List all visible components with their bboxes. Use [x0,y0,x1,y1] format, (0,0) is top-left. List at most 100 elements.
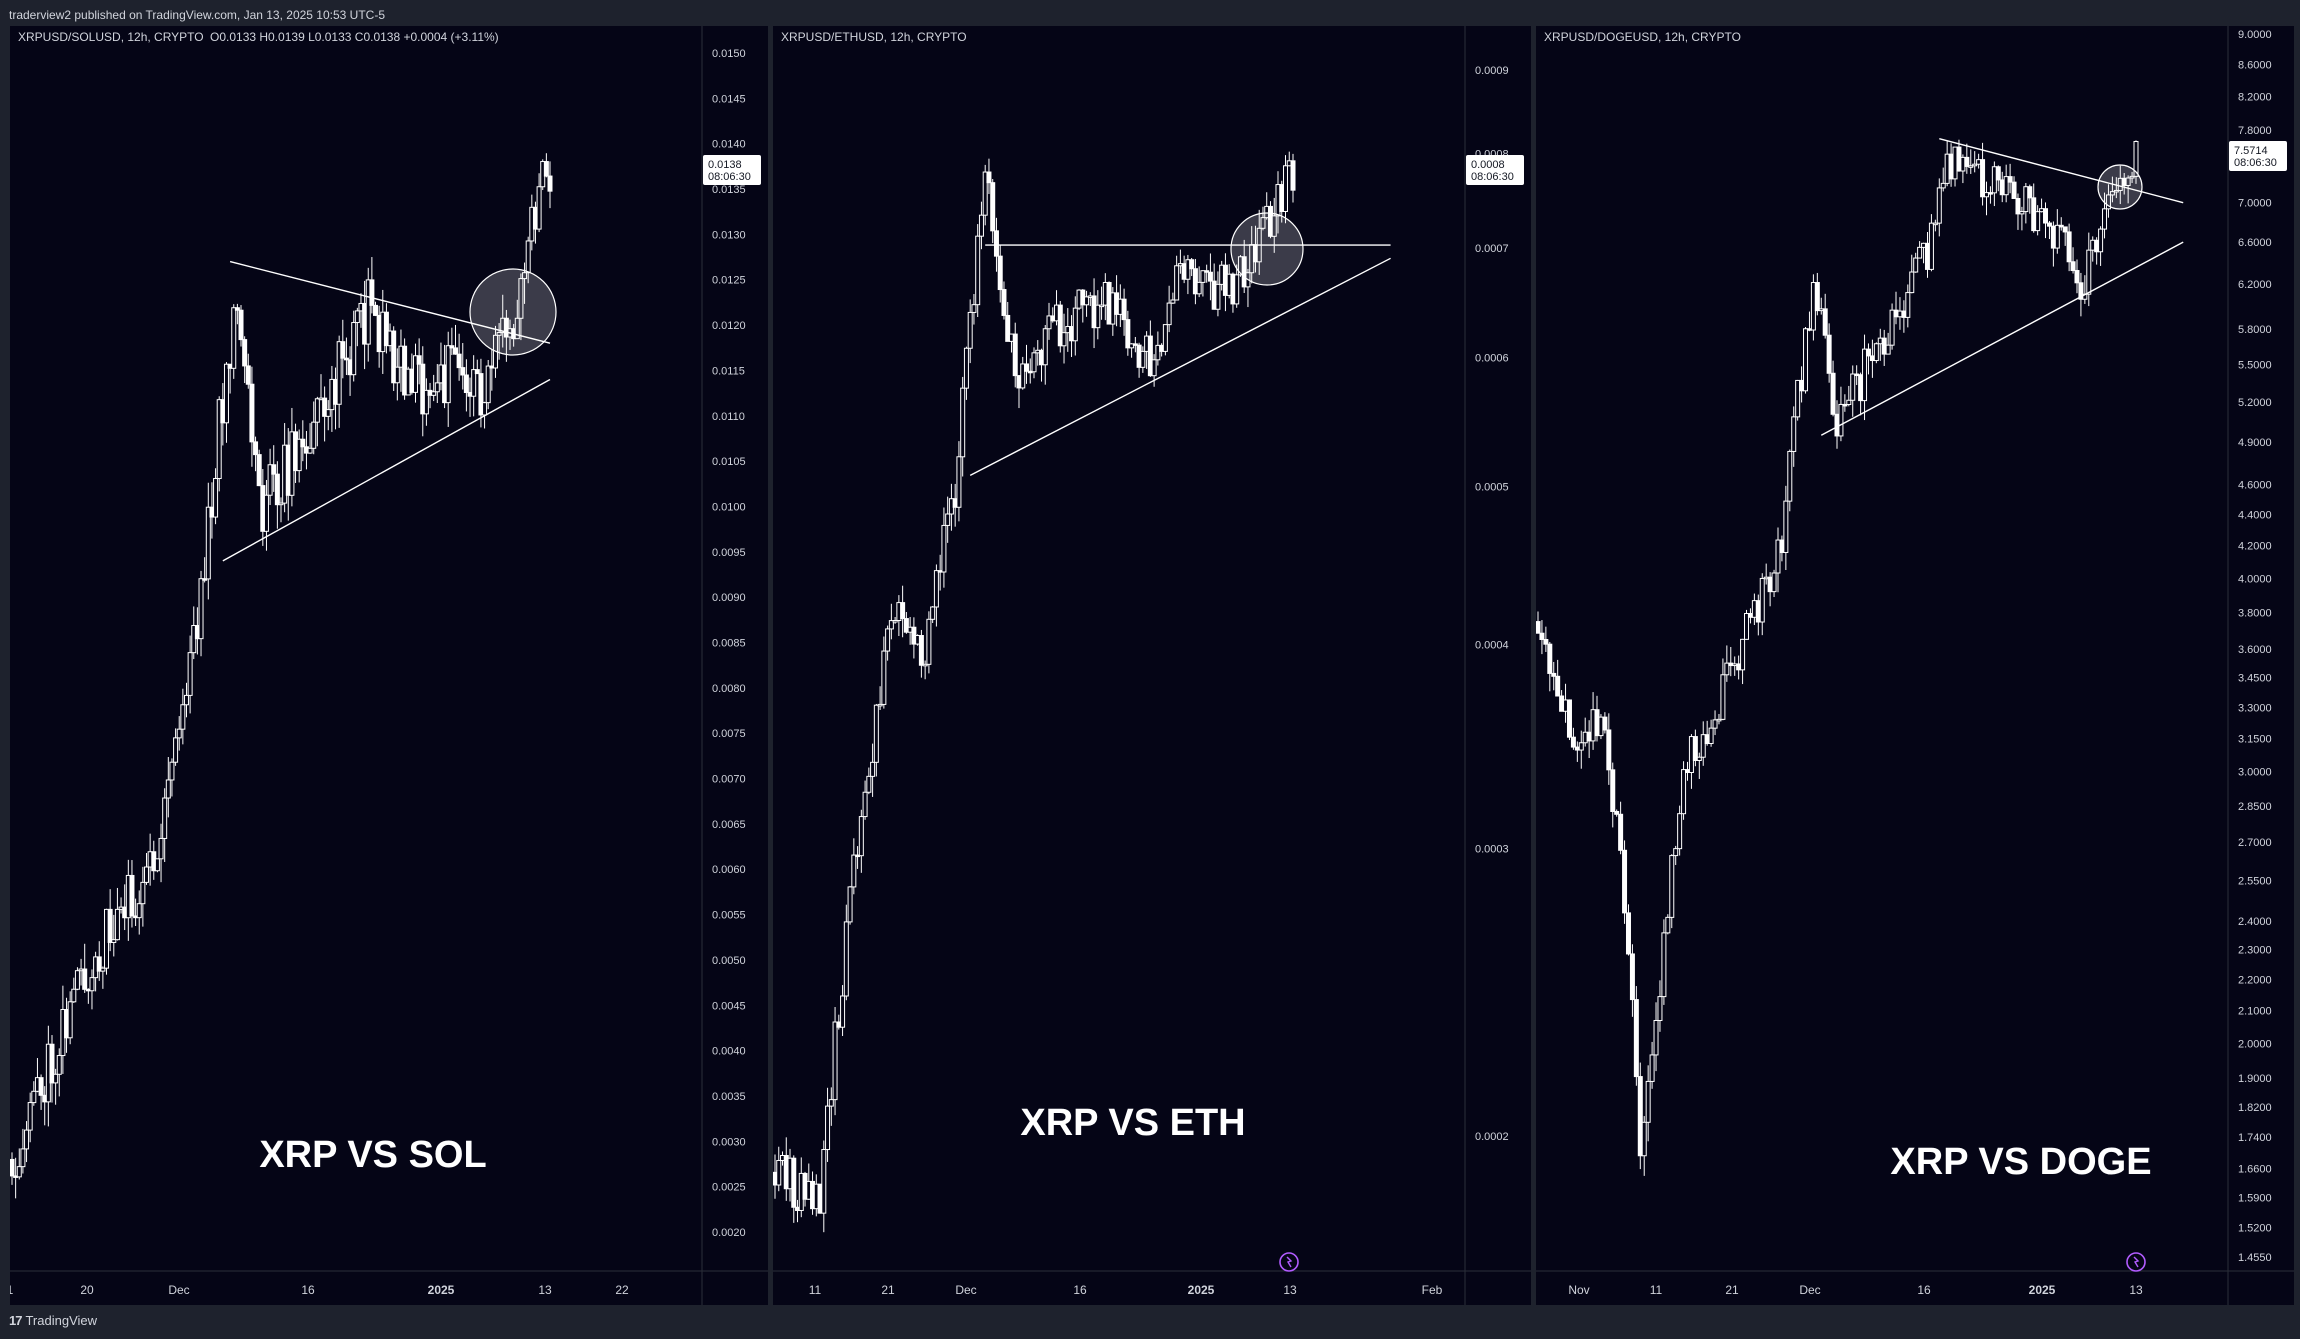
tradingview-logo-icon[interactable]: 17 [9,1313,23,1328]
candle-body [1241,256,1247,288]
x-tick-label: 16 [1917,1283,1931,1297]
candle-body [2062,226,2068,233]
candle-body [1751,600,1757,618]
candle-body [31,1090,37,1104]
x-tick-label: 20 [80,1283,94,1297]
candle-body [1932,222,1938,226]
candle-body [1716,718,1722,722]
y-tick-label: 0.0025 [712,1182,746,1194]
candle-body [858,816,864,857]
y-tick-label: 4.2000 [2238,541,2272,553]
y-tick-label: 1.5900 [2238,1192,2272,1204]
candle-body [525,240,531,274]
y-tick-label: 1.7400 [2238,1132,2272,1144]
y-tick-label: 1.8200 [2238,1102,2272,1114]
candle-body [1795,379,1801,418]
candle-body [518,278,524,319]
x-tick-label: Dec [955,1283,976,1297]
footer-brand[interactable]: TradingView [25,1313,98,1328]
x-tick-label: 2025 [2029,1283,2056,1297]
candle-body [1633,999,1639,1078]
replay-icon[interactable] [1279,1252,1299,1272]
candle-body [975,235,981,306]
candle-body [1536,621,1541,634]
candle-body [311,421,317,449]
x-tick-label: 13 [2129,1283,2143,1297]
candle-body [183,694,189,706]
last-price-value: 0.0138 [708,159,742,171]
candle-body [1661,932,1667,998]
candle-body [1543,638,1549,645]
replay-bolt-icon [1286,1256,1293,1268]
candle-body [1885,344,1891,355]
candle-body [1618,813,1624,851]
candle-body [2098,228,2104,253]
y-tick-label: 2.2000 [2238,975,2272,987]
y-tick-label: 6.6000 [2238,237,2272,249]
candle-body [1779,539,1785,554]
candle-body [1551,672,1557,677]
candles [10,153,553,1199]
y-tick-label: 2.5500 [2238,875,2272,887]
candle-body [256,454,262,487]
candle-body [1669,855,1675,918]
chart-watermark-label: XRP VS ETH [1020,1102,1245,1144]
candle-body [485,365,491,404]
candle-body [1700,734,1706,758]
chart-xrp-doge[interactable]: XRPUSD/DOGEUSD, 12h, CRYPTO 9.0000 8.6000 8… [1536,26,2294,1305]
chart-pane-xrp-sol[interactable]: XRPUSD/SOLUSD, 12h, CRYPTO O0.0133 H0.013… [10,26,768,1305]
candle-body [416,355,422,365]
candle-body [1940,182,1946,189]
trendline [969,257,1391,476]
y-tick-label: 0.0125 [712,275,746,287]
chart-xrp-sol[interactable]: XRPUSD/SOLUSD, 12h, CRYPTO O0.0133 H0.013… [10,26,768,1305]
candle-body [1826,334,1832,374]
candle-body [1909,271,1915,294]
footer: 17 TradingView [9,1313,97,1328]
y-tick-label: 1.5200 [2238,1223,2272,1235]
y-tick-label: 3.0000 [2238,766,2272,778]
candle-body [1704,734,1710,745]
chart-header: XRPUSD/DOGEUSD, 12h, CRYPTO [1544,30,1741,44]
candle-body [431,391,437,396]
x-tick-label: Nov [1568,1283,1589,1297]
candle-body [1787,450,1793,502]
candle-body [307,447,313,454]
candle-body [1174,265,1180,301]
highlight-circle [1230,212,1304,286]
candle-body [776,1159,782,1186]
candle-body [202,578,208,581]
candle-body [2133,141,2139,177]
chart-pane-xrp-doge[interactable]: XRPUSD/DOGEUSD, 12h, CRYPTO 9.0000 8.6000 8… [1536,26,2294,1305]
y-tick-label: 2.1000 [2238,1006,2272,1018]
candle-body [1732,663,1738,667]
candle-body [1162,324,1168,352]
candle-body [1806,328,1812,331]
candles [1536,139,2139,1176]
y-tick-label: 0.0090 [712,592,746,604]
candle-body [1023,363,1029,372]
publisher-line: traderview2 published on TradingView.com… [9,8,386,22]
candle-body [460,367,466,376]
y-tick-label: 8.6000 [2238,60,2272,72]
chart-pane-xrp-eth[interactable]: XRPUSD/ETHUSD, 12h, CRYPTO 0.0009 0.0008 0.… [773,26,1531,1305]
replay-icon[interactable] [2126,1252,2146,1272]
candle-timer: 08:06:30 [2234,157,2277,169]
y-tick-label: 0.0030 [712,1136,746,1148]
x-tick-label: 16 [301,1283,315,1297]
candle-body [1570,736,1576,748]
candle-body [1881,337,1887,355]
candle-body [1185,259,1191,280]
candle-body [1566,699,1572,738]
candle-body [2090,239,2096,251]
last-price-value: 0.0008 [1471,159,1505,171]
candle-body [993,230,999,257]
y-tick-label: 0.0040 [712,1046,746,1058]
candle-body [997,255,1003,291]
y-tick-label: 0.0045 [712,1000,746,1012]
candle-body [1744,612,1750,640]
candle-body [1649,1054,1655,1082]
candle-body [1539,632,1545,640]
chart-xrp-eth[interactable]: XRPUSD/ETHUSD, 12h, CRYPTO 0.0009 0.0008 0.… [773,26,1531,1305]
y-tick-label: 4.4000 [2238,509,2272,521]
